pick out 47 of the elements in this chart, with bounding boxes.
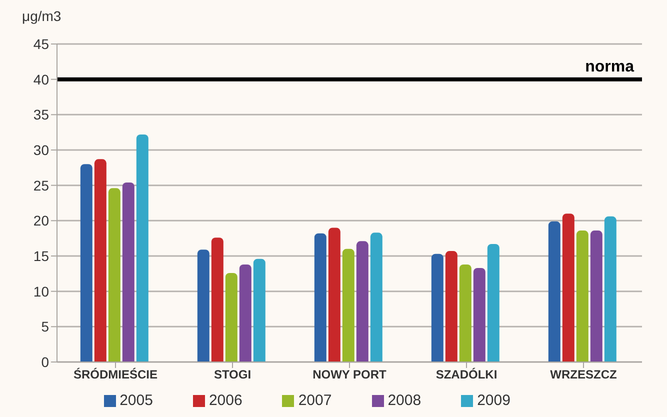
- y-tick-label: 15: [33, 248, 50, 264]
- bar: [342, 248, 354, 362]
- y-tick-label: 5: [41, 318, 50, 335]
- ref-line-label: norma: [585, 58, 634, 76]
- y-tick-label: 20: [33, 212, 50, 229]
- bar: [211, 238, 224, 362]
- x-tick-label: STOGI: [214, 368, 252, 382]
- bar: [136, 134, 148, 362]
- y-tick-label: 0: [41, 354, 50, 370]
- y-tick-label: 45: [33, 36, 50, 52]
- x-tick-label: WRZESZCZ: [550, 368, 617, 382]
- legend-label: 2009: [477, 392, 510, 409]
- x-tick-label: NOWY PORT: [312, 368, 388, 382]
- bar: [239, 264, 252, 362]
- bar: [356, 241, 368, 362]
- bar: [197, 250, 210, 362]
- bar: [431, 254, 444, 362]
- bar: [108, 188, 120, 362]
- y-tick-label: 30: [33, 142, 50, 158]
- bar: [590, 230, 602, 362]
- legend-label: 2005: [120, 392, 153, 409]
- bar: [370, 232, 382, 362]
- bar: [225, 272, 238, 362]
- y-tick-label: 25: [33, 177, 50, 194]
- x-tick-label: ŚRÓDMIEŚCIE: [73, 368, 158, 382]
- bar: [473, 268, 486, 362]
- y-tick-label: 35: [33, 106, 50, 123]
- legend-label: 2008: [388, 392, 422, 409]
- bar: [562, 214, 574, 362]
- bar: [328, 228, 340, 362]
- bar: [80, 164, 92, 362]
- bar: [548, 221, 560, 362]
- y-axis-title: μg/m3: [22, 8, 62, 24]
- bar: [253, 258, 266, 362]
- bar: [604, 216, 616, 362]
- legend-label: 2007: [298, 392, 332, 409]
- bar: [94, 159, 106, 362]
- bar: [314, 233, 326, 362]
- bar: [122, 182, 134, 362]
- bar: [576, 230, 588, 362]
- x-tick-label: SZADÓLKI: [436, 368, 498, 382]
- y-tick-label: 10: [33, 283, 50, 300]
- legend-label: 2006: [208, 392, 242, 409]
- bar: [487, 244, 500, 362]
- y-tick-label: 40: [33, 71, 50, 88]
- bar: [459, 264, 472, 362]
- bar: [445, 251, 458, 362]
